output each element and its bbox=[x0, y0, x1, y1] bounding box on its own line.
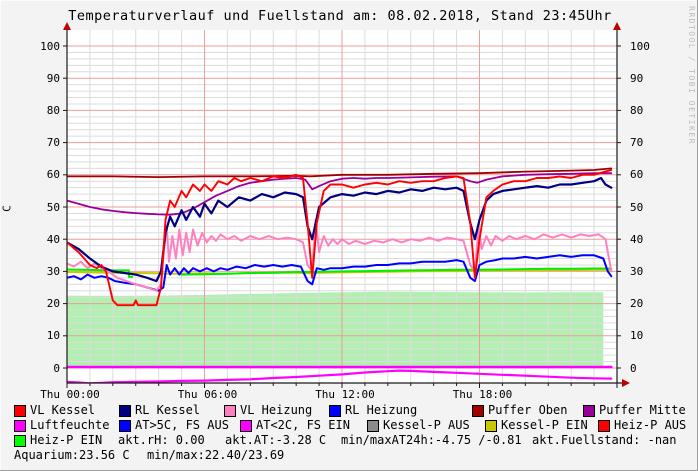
legend-label: RL Heizung bbox=[345, 403, 418, 417]
legend-label: min/max:22.40/23.69 bbox=[147, 448, 285, 462]
legend-label: RL Kessel bbox=[135, 403, 201, 417]
y-axis-label-right: 40 bbox=[630, 232, 644, 246]
y-axis-label-left: 0 bbox=[53, 361, 60, 375]
y-axis-label-left: 50 bbox=[46, 200, 60, 214]
legend-label: AT<2C, FS EIN bbox=[256, 418, 350, 432]
legend-swatch bbox=[329, 405, 341, 417]
legend-label: akt.AT:-3.28 C bbox=[225, 433, 327, 447]
y-axis-label-left: 60 bbox=[46, 168, 60, 182]
legend-label: Heiz-P EIN bbox=[30, 433, 103, 447]
legend-swatch bbox=[472, 405, 484, 417]
legend-swatch bbox=[14, 405, 26, 417]
legend-label: Kessel-P AUS bbox=[383, 418, 470, 432]
rrdtool-watermark: RRDTOOL / TOBI OETIKER bbox=[687, 6, 696, 145]
legend-label: akt.Fuellstand: -nan bbox=[532, 433, 677, 447]
legend-swatch bbox=[119, 420, 131, 432]
series-line-at-aussentemperatur- bbox=[67, 369, 613, 383]
y-axis-label-right: 50 bbox=[630, 200, 644, 214]
y-axis-label-right: 70 bbox=[630, 136, 644, 150]
y-axis-label-right: 10 bbox=[630, 329, 644, 343]
y-axis-label-left: 70 bbox=[46, 136, 60, 150]
x-axis-arrow bbox=[622, 379, 630, 387]
legend-swatch bbox=[485, 420, 497, 432]
legend-label: VL Kessel bbox=[30, 403, 96, 417]
y-axis-label-right: 0 bbox=[630, 361, 637, 375]
series-line-puffer-oben bbox=[67, 167, 613, 178]
x-axis-label: Thu 12:00 bbox=[315, 388, 375, 401]
legend-swatch bbox=[240, 420, 252, 432]
legend-label: Aquarium:23.56 C bbox=[14, 448, 130, 462]
legend-swatch bbox=[598, 420, 610, 432]
series-line-rl-heizung bbox=[67, 254, 613, 292]
series-line-puffer-mitte bbox=[67, 172, 613, 216]
y-axis-label-right: 100 bbox=[630, 39, 650, 53]
legend-label: Kessel-P EIN bbox=[501, 418, 588, 432]
y-axis-label-left: 40 bbox=[46, 232, 60, 246]
y-axis-unit-label: C bbox=[0, 205, 14, 212]
plot-layers bbox=[67, 30, 617, 383]
legend-label: Luftfeuchte bbox=[30, 418, 110, 432]
y-axis-label-right: 80 bbox=[630, 103, 644, 117]
plot-grid bbox=[67, 30, 617, 383]
y-axis-label-left: 30 bbox=[46, 264, 60, 278]
y-axis-label-left: 80 bbox=[46, 103, 60, 117]
legend-label: VL Heizung bbox=[240, 403, 313, 417]
legend-swatch bbox=[583, 405, 595, 417]
y-axis-label-right: 60 bbox=[630, 168, 644, 182]
y-axis-label-right: 20 bbox=[630, 297, 644, 311]
x-axis-label: Thu 00:00 bbox=[40, 388, 100, 401]
y-axis-label-left: 20 bbox=[46, 297, 60, 311]
legend-label: Heiz-P AUS bbox=[614, 418, 687, 432]
x-axis-label: Thu 18:00 bbox=[452, 388, 513, 401]
legend-swatch bbox=[14, 420, 26, 432]
y-axis-label-left: 90 bbox=[46, 71, 60, 85]
x-axis-label: Thu 06:00 bbox=[177, 388, 238, 401]
legend-label: min/maxAT24h:-4.75 /-0.81 bbox=[341, 433, 522, 447]
legend-label: akt.rH: 0.00 bbox=[118, 433, 205, 447]
series-line-heiz-p-ein bbox=[180, 267, 613, 276]
y-axis-arrow-left bbox=[63, 22, 71, 30]
legend-label: AT>5C, FS AUS bbox=[135, 418, 229, 432]
y-axis-label-right: 30 bbox=[630, 264, 644, 278]
y-axis-label-left: 100 bbox=[40, 39, 60, 53]
legend-swatch bbox=[224, 405, 236, 417]
legend-swatch bbox=[367, 420, 379, 432]
graph-title: Temperaturverlauf und Fuellstand am: 08.… bbox=[68, 8, 612, 24]
y-axis-label-right: 90 bbox=[630, 71, 644, 85]
legend-swatch bbox=[119, 405, 131, 417]
series-line-vl-kessel bbox=[67, 169, 613, 307]
series-line-heiz-p-ein bbox=[67, 268, 134, 278]
y-axis-label-left: 10 bbox=[46, 329, 60, 343]
legend-label: Puffer Mitte bbox=[599, 403, 686, 417]
legend-label: Puffer Oben bbox=[488, 403, 568, 417]
legend-swatch bbox=[14, 435, 26, 447]
y-axis-arrow-right bbox=[613, 22, 621, 30]
